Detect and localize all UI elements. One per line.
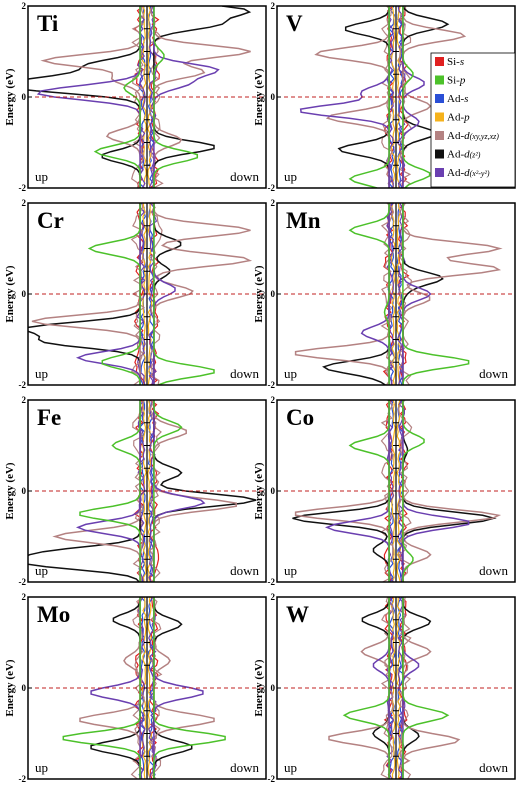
spin-down-label: down xyxy=(479,366,508,381)
legend: Si-s Si-p Ad-s Ad-p Ad-d(xy,yz,xz) Ad-d(z²) Ad… xyxy=(430,52,516,188)
y-tick-label: 2 xyxy=(22,592,27,602)
legend-label-ad_p: Ad-p xyxy=(447,112,470,124)
spin-up-label: up xyxy=(284,169,297,184)
legend-label-si_s: Si-s xyxy=(447,56,464,68)
y-axis-label: Energy (eV) xyxy=(4,462,16,519)
y-tick-label: -2 xyxy=(19,774,27,784)
y-axis-label: Energy (eV) xyxy=(253,462,265,519)
legend-swatch-si_p xyxy=(435,75,444,85)
series-Si-p xyxy=(402,6,431,188)
y-tick-label: 2 xyxy=(22,1,27,11)
plot-area xyxy=(292,400,502,582)
spin-down-label: down xyxy=(230,169,259,184)
series-Si-p xyxy=(153,203,215,385)
spin-down-label: down xyxy=(230,366,259,381)
series-Si-p xyxy=(402,597,450,779)
y-tick-label: 2 xyxy=(271,198,276,208)
spin-up-label: up xyxy=(35,760,48,775)
spin-up-label: up xyxy=(35,563,48,578)
spin-up-label: up xyxy=(284,563,297,578)
y-axis-label: Energy (eV) xyxy=(253,659,265,716)
series-Si-p xyxy=(153,6,199,188)
panel-Mo: Mo up down 2 0 -2 Energy (eV) xyxy=(4,592,267,784)
y-tick-label: -2 xyxy=(268,380,276,390)
legend-swatch-ad_dxy xyxy=(435,131,444,140)
y-axis-label: Energy (eV) xyxy=(253,265,265,322)
band-line xyxy=(398,203,413,385)
y-tick-label: 0 xyxy=(22,92,27,102)
y-tick-label: 0 xyxy=(22,486,27,496)
y-tick-label: 2 xyxy=(22,395,27,405)
panel-title: Ti xyxy=(37,11,59,36)
panel-Ti: Ti up down 2 0 -2 Energy (eV) xyxy=(4,1,267,193)
y-tick-label: -2 xyxy=(268,774,276,784)
y-tick-label: -2 xyxy=(268,577,276,587)
y-axis-label: Energy (eV) xyxy=(253,68,265,125)
y-tick-label: 2 xyxy=(271,1,276,11)
legend-swatch-si_s xyxy=(435,57,444,66)
series-Si-p xyxy=(153,400,183,582)
series-Si-p xyxy=(402,400,425,582)
band-line xyxy=(132,400,145,582)
y-axis-label: Energy (eV) xyxy=(4,659,16,716)
panel-title: Fe xyxy=(37,405,61,430)
series-Ad-d(xy,yz,xz) xyxy=(153,400,237,582)
y-tick-label: 0 xyxy=(271,92,276,102)
legend-swatch-ad_s xyxy=(435,94,444,103)
y-tick-label: 0 xyxy=(271,289,276,299)
y-tick-label: 0 xyxy=(271,486,276,496)
panel-W: Wup down 2 0 -2 Energy (eV) xyxy=(253,592,516,784)
legend-swatch-ad_p xyxy=(435,112,444,122)
y-tick-label: 2 xyxy=(22,198,27,208)
series-Ad-d(xy,yz,xz) xyxy=(328,597,390,779)
panel-Mn: Mn up down 2 0 -2 Energy (eV) xyxy=(253,198,516,390)
y-tick-label: -2 xyxy=(19,183,27,193)
band-line xyxy=(148,6,158,188)
legend-box xyxy=(430,52,516,188)
legend-label-ad_dz2: Ad-d(z²) xyxy=(447,149,481,161)
spin-up-label: up xyxy=(35,366,48,381)
panel-title: Mn xyxy=(286,208,321,233)
spin-up-label: up xyxy=(284,760,297,775)
panel-Co: Co up down 2 0 -2 Energy (eV) xyxy=(253,395,516,587)
series-Ad-d(xy,yz,xz) xyxy=(79,597,141,779)
series-Si-p xyxy=(402,203,470,385)
legend-swatch-ad_dx2 xyxy=(435,168,444,177)
y-tick-label: -2 xyxy=(268,183,276,193)
panel-Fe: Fe up down 2 0 -2 Energy (eV) xyxy=(4,395,267,587)
panel-title: Mo xyxy=(37,602,70,627)
spin-up-label: up xyxy=(284,366,297,381)
spin-up-label: up xyxy=(35,169,48,184)
spin-down-label: down xyxy=(230,760,259,775)
y-tick-label: 2 xyxy=(271,592,276,602)
legend-label-ad_dx2: Ad-d(x²-y²) xyxy=(447,167,490,179)
y-tick-label: 0 xyxy=(22,683,27,693)
panel-title: W xyxy=(286,602,309,627)
legend-label-si_p: Si-p xyxy=(447,75,466,87)
series-Si-p xyxy=(79,400,141,582)
panel-title: V xyxy=(286,11,303,36)
legend-label-ad_dxy: Ad-d(xy,yz,xz) xyxy=(447,130,499,142)
band-line xyxy=(396,597,402,779)
y-axis-label: Energy (eV) xyxy=(4,265,16,322)
legend-label-ad_s: Ad-s xyxy=(447,93,468,105)
y-tick-label: -2 xyxy=(19,380,27,390)
y-axis-label: Energy (eV) xyxy=(4,68,16,125)
y-tick-label: 2 xyxy=(271,395,276,405)
spin-down-label: down xyxy=(479,760,508,775)
spin-down-label: down xyxy=(230,563,259,578)
y-tick-label: 0 xyxy=(22,289,27,299)
spin-down-label: down xyxy=(479,563,508,578)
legend-swatch-ad_dz2 xyxy=(435,149,444,159)
series-Si-p xyxy=(153,597,226,779)
panel-title: Cr xyxy=(37,208,64,233)
y-tick-label: -2 xyxy=(19,577,27,587)
panel-Cr: Cr up down 2 0 -2 Energy (eV) xyxy=(4,198,267,390)
y-tick-label: 0 xyxy=(271,683,276,693)
panel-title: Co xyxy=(286,405,314,430)
